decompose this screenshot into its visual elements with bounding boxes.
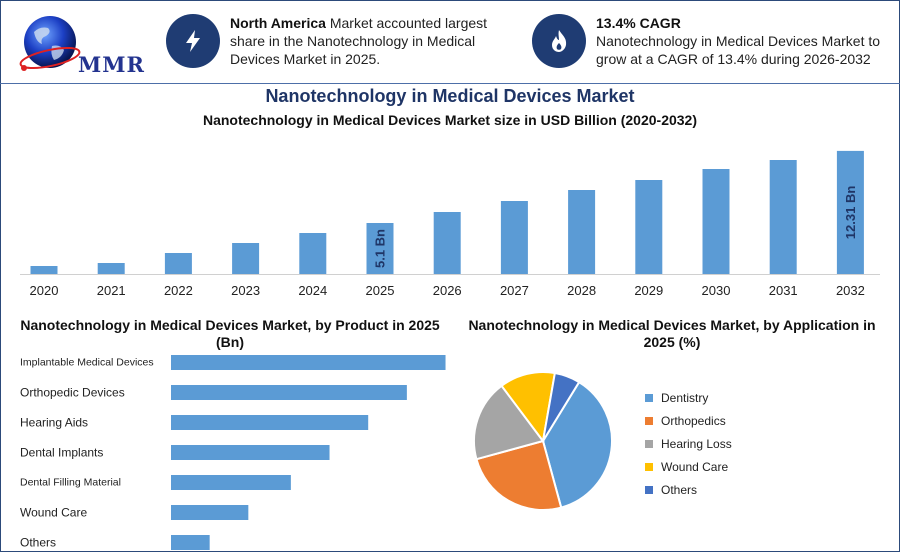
pie-legend: Dentistry Orthopedics Hearing Loss Wound Ca… — [645, 387, 732, 501]
product-label-3: Dental Implants — [20, 446, 103, 460]
bar-2032 — [836, 150, 864, 274]
legend-item-wound-care: Wound Care — [645, 455, 732, 478]
product-label-6: Others — [20, 536, 56, 550]
bar-2023 — [232, 243, 260, 274]
highlight-body: Market accounted largest share in the Na… — [230, 15, 488, 67]
x-tick-2025: 2025 — [366, 283, 395, 298]
product-label-4: Dental Filling Material — [20, 477, 121, 489]
x-tick-2020: 2020 — [30, 283, 59, 298]
product-bar-5 — [171, 505, 249, 520]
mmr-logo: MMR — [14, 8, 144, 80]
bar-2021 — [97, 263, 125, 274]
product-label-1: Orthopedic Devices — [20, 386, 125, 400]
product-bar-2 — [171, 415, 369, 430]
bar-2030 — [702, 169, 730, 274]
legend-label: Wound Care — [661, 459, 729, 474]
legend-swatch — [645, 394, 653, 403]
product-chart-title: Nanotechnology in Medical Devices Market… — [20, 317, 440, 350]
legend-swatch — [645, 485, 653, 494]
highlight-cagr: 13.4% CAGR Nanotechnology in Medical Dev… — [532, 14, 892, 68]
pie-slice-orthopedics — [475, 439, 563, 511]
legend-label: Hearing Loss — [661, 436, 732, 451]
highlight-text: North America Market accounted largest s… — [230, 14, 511, 68]
highlight-body: Nanotechnology in Medical Devices Market… — [596, 33, 881, 67]
chart-subtitle: Nanotechnology in Medical Devices Market… — [202, 112, 698, 128]
x-tick-2028: 2028 — [567, 283, 596, 298]
globe-icon — [19, 16, 81, 71]
application-pie-chart — [473, 371, 613, 511]
legend-item-others: Others — [645, 478, 732, 501]
pie-slice-others — [542, 371, 581, 442]
bar-2026 — [433, 212, 461, 274]
legend-swatch — [645, 462, 653, 471]
legend-swatch — [645, 439, 653, 448]
highlight-strong: 13.4% CAGR — [596, 15, 681, 31]
data-label-2032: 12.31 Bn — [843, 186, 858, 240]
product-bar-4 — [171, 475, 291, 490]
chart-main-title: Nanotechnology in Medical Devices Market — [265, 86, 635, 106]
legend-item-dentistry: Dentistry — [645, 387, 732, 410]
x-tick-2026: 2026 — [433, 283, 462, 298]
bar-2027 — [500, 201, 528, 274]
x-tick-2024: 2024 — [298, 283, 327, 298]
bar-2028 — [568, 190, 596, 274]
bar-2025 — [366, 223, 394, 274]
bar-2020 — [30, 266, 58, 274]
application-chart-title: Nanotechnology in Medical Devices Market… — [468, 317, 876, 350]
x-tick-2032: 2032 — [836, 283, 865, 298]
lightning-icon — [166, 14, 220, 68]
legend-label: Dentistry — [661, 391, 709, 406]
legend-item-orthopedics: Orthopedics — [645, 410, 732, 433]
x-tick-2029: 2029 — [634, 283, 663, 298]
legend-item-hearing-loss: Hearing Loss — [645, 433, 732, 456]
data-label-2025: 5.1 Bn — [373, 229, 388, 268]
x-tick-2031: 2031 — [769, 283, 798, 298]
header-divider — [0, 83, 900, 84]
bar-2024 — [299, 233, 327, 274]
legend-swatch — [645, 417, 653, 426]
highlight-strong: North America — [230, 15, 326, 31]
x-tick-2021: 2021 — [97, 283, 126, 298]
product-bar-0 — [171, 355, 446, 370]
x-tick-2023: 2023 — [231, 283, 260, 298]
highlight-text: 13.4% CAGR Nanotechnology in Medical Dev… — [596, 14, 892, 68]
highlight-north-america: North America Market accounted largest s… — [166, 14, 511, 68]
x-tick-2030: 2030 — [702, 283, 731, 298]
bar-2031 — [769, 160, 797, 274]
product-bar-chart: Implantable Medical Devices Orthopedic De… — [20, 355, 446, 550]
pie-slice-hearing-loss — [473, 384, 545, 461]
bar-2029 — [635, 180, 663, 274]
product-label-5: Wound Care — [20, 506, 87, 520]
legend-label: Orthopedics — [661, 414, 726, 429]
logo-text: MMR — [78, 52, 145, 77]
product-label-0: Implantable Medical Devices — [20, 357, 154, 369]
legend-label: Others — [661, 482, 698, 497]
product-label-2: Hearing Aids — [20, 416, 88, 430]
market-size-bar-chart: 2020 2021 2022 2023 2024 2025 5.1 Bn 2026 2027 20… — [20, 150, 880, 298]
pie-slice-wound-care — [500, 371, 557, 444]
flame-icon — [532, 14, 586, 68]
x-tick-2027: 2027 — [500, 283, 529, 298]
x-tick-2022: 2022 — [164, 283, 193, 298]
bar-2022 — [164, 253, 192, 274]
product-bar-1 — [171, 385, 407, 400]
product-bar-3 — [171, 445, 330, 460]
product-bar-6 — [171, 535, 210, 550]
